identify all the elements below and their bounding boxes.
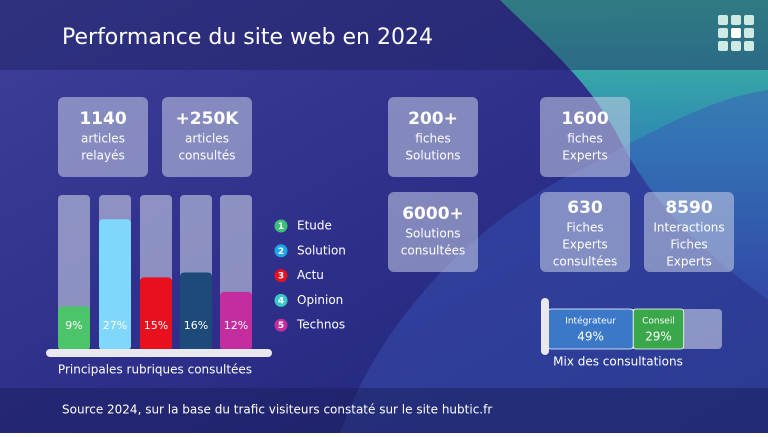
stat-label: Solutions xyxy=(405,227,460,241)
bar xyxy=(58,306,90,350)
bar xyxy=(180,272,212,350)
stat-label: consultées xyxy=(401,244,465,258)
stat-value: 6000+ xyxy=(402,204,464,224)
legend-label: Technos xyxy=(296,318,345,332)
logo xyxy=(718,15,754,51)
stat-label: consultés xyxy=(178,149,235,163)
legend-label: Actu xyxy=(297,268,324,282)
stat-label: Experts xyxy=(666,255,712,269)
stat-card xyxy=(540,192,630,272)
legend-label: Solution xyxy=(297,243,346,257)
legend-marker xyxy=(274,269,288,283)
stat-card xyxy=(58,97,148,177)
title: Performance du site web en 2024 xyxy=(62,25,433,50)
stat-value: 200+ xyxy=(408,109,458,129)
stat-label: articles xyxy=(185,132,229,146)
chart-title: Principales rubriques consultées xyxy=(58,363,252,377)
segment-value-label: 29% xyxy=(645,330,672,344)
stat-label: Experts xyxy=(562,238,608,252)
bar-value-label: 9% xyxy=(65,319,82,332)
stat-label: consultées xyxy=(553,255,617,269)
stat-value: 8590 xyxy=(665,198,712,218)
header-band xyxy=(0,0,768,70)
stat-label: Solutions xyxy=(405,149,460,163)
legend-label: Etude xyxy=(297,219,332,233)
legend-marker xyxy=(274,219,288,233)
stat-card xyxy=(162,97,252,177)
segment-name: Conseil xyxy=(642,317,675,327)
bar xyxy=(220,291,252,350)
chart-title: Mix des consultations xyxy=(553,355,683,369)
stat-value: 1140 xyxy=(79,109,126,129)
handle xyxy=(541,298,549,355)
legend-marker xyxy=(274,293,288,307)
stat-label: articles xyxy=(81,132,125,146)
stat-card xyxy=(644,192,734,272)
legend-marker xyxy=(274,318,288,332)
bar-value-label: 27% xyxy=(103,319,127,332)
stat-label: relayés xyxy=(81,149,124,163)
source-note: Source 2024, sur la base du trafic visit… xyxy=(62,403,492,417)
bar-value-label: 15% xyxy=(144,319,168,332)
bar-value-label: 16% xyxy=(184,319,208,332)
legend-number: 1 xyxy=(278,222,284,232)
bar xyxy=(99,219,131,350)
legend-number: 3 xyxy=(278,272,284,282)
stat-value: 630 xyxy=(567,198,603,218)
stat-label: fiches xyxy=(415,132,450,146)
stat-card xyxy=(388,192,478,272)
bar xyxy=(140,277,172,350)
segment-name: Intégrateur xyxy=(565,316,616,327)
legend-number: 4 xyxy=(278,296,284,306)
bar-value-label: 12% xyxy=(224,319,248,332)
legend-marker xyxy=(274,244,288,258)
legend-label: Opinion xyxy=(297,293,343,307)
stat-value: +250K xyxy=(176,109,240,129)
segment-value-label: 49% xyxy=(577,330,604,344)
stat-card xyxy=(540,97,630,177)
baseline xyxy=(46,349,272,357)
stat-value: 1600 xyxy=(561,109,608,129)
footer-band xyxy=(0,388,768,433)
stat-label: fiches xyxy=(567,132,602,146)
stat-label: Fiches xyxy=(566,221,603,235)
stat-label: Interactions xyxy=(653,221,724,235)
stat-label: Experts xyxy=(562,149,608,163)
legend-number: 5 xyxy=(278,321,284,331)
stat-label: Fiches xyxy=(670,238,707,252)
stat-card xyxy=(388,97,478,177)
legend-number: 2 xyxy=(278,247,284,257)
bar-segment xyxy=(632,308,685,350)
